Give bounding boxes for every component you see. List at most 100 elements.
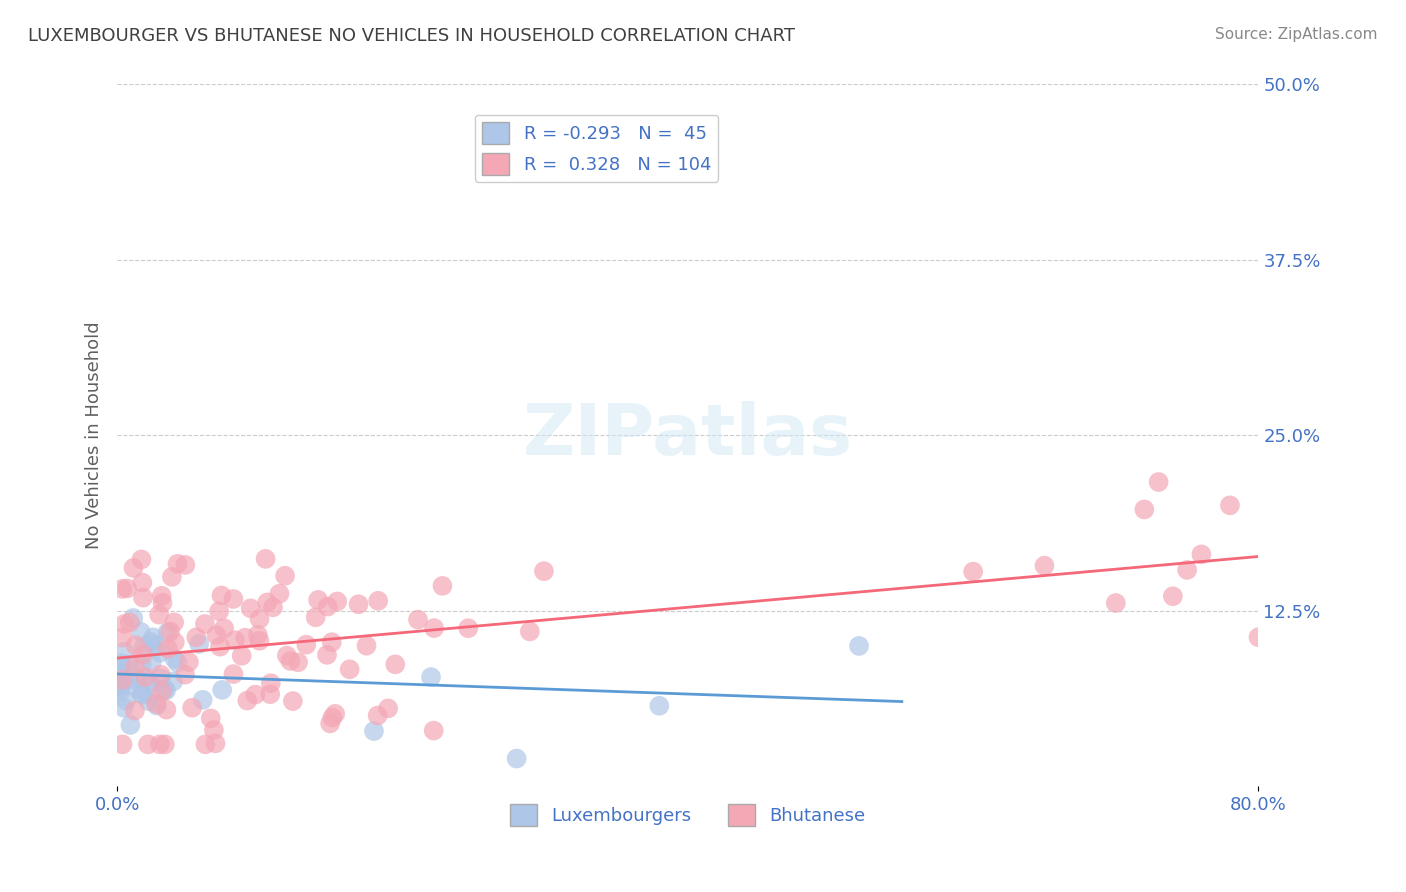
Point xyxy=(132,640,155,654)
Point xyxy=(194,737,217,751)
Point xyxy=(363,724,385,739)
Point xyxy=(186,630,208,644)
Point xyxy=(326,594,349,608)
Point xyxy=(145,638,167,652)
Point xyxy=(156,641,179,656)
Point xyxy=(115,582,138,596)
Point xyxy=(287,655,309,669)
Point xyxy=(134,670,156,684)
Point xyxy=(222,591,245,606)
Point xyxy=(204,736,226,750)
Point xyxy=(118,673,141,687)
Point xyxy=(222,667,245,681)
Point xyxy=(1133,502,1156,516)
Point xyxy=(316,648,339,662)
Point xyxy=(127,673,149,687)
Point xyxy=(107,679,129,693)
Point xyxy=(110,657,132,671)
Point xyxy=(166,557,188,571)
Point xyxy=(129,624,152,639)
Point xyxy=(136,737,159,751)
Point xyxy=(1033,558,1056,573)
Point xyxy=(224,633,246,648)
Point xyxy=(132,591,155,605)
Point xyxy=(321,710,343,724)
Point xyxy=(145,697,167,711)
Point xyxy=(305,610,328,624)
Point xyxy=(249,612,271,626)
Point xyxy=(142,631,165,645)
Point xyxy=(280,654,302,668)
Point xyxy=(276,648,298,663)
Point xyxy=(163,652,186,666)
Point xyxy=(1105,596,1128,610)
Point xyxy=(205,628,228,642)
Point xyxy=(249,633,271,648)
Point xyxy=(110,680,132,694)
Point xyxy=(208,604,231,618)
Point xyxy=(181,700,204,714)
Point xyxy=(236,693,259,707)
Point xyxy=(111,673,134,687)
Legend: Luxembourgers, Bhutanese: Luxembourgers, Bhutanese xyxy=(503,797,873,834)
Point xyxy=(1219,499,1241,513)
Point xyxy=(384,657,406,672)
Point xyxy=(194,617,217,632)
Point xyxy=(406,613,429,627)
Text: Source: ZipAtlas.com: Source: ZipAtlas.com xyxy=(1215,27,1378,42)
Point xyxy=(188,637,211,651)
Point xyxy=(153,737,176,751)
Point xyxy=(648,698,671,713)
Point xyxy=(269,587,291,601)
Point xyxy=(139,635,162,649)
Point xyxy=(519,624,541,639)
Point xyxy=(191,693,214,707)
Point xyxy=(211,589,233,603)
Point xyxy=(423,621,446,635)
Point xyxy=(1161,589,1184,603)
Point xyxy=(245,688,267,702)
Point xyxy=(432,579,454,593)
Point xyxy=(138,674,160,689)
Point xyxy=(132,648,155,662)
Point xyxy=(160,570,183,584)
Point xyxy=(139,678,162,692)
Point xyxy=(356,639,378,653)
Point xyxy=(156,625,179,640)
Point xyxy=(295,638,318,652)
Point xyxy=(141,656,163,670)
Point xyxy=(111,737,134,751)
Point xyxy=(163,635,186,649)
Point xyxy=(111,631,134,645)
Point xyxy=(107,660,129,674)
Point xyxy=(319,716,342,731)
Point xyxy=(149,646,172,660)
Point xyxy=(159,624,181,639)
Point xyxy=(150,672,173,686)
Point xyxy=(124,660,146,674)
Point xyxy=(118,657,141,672)
Point xyxy=(118,615,141,630)
Point xyxy=(131,552,153,566)
Point xyxy=(1147,475,1170,489)
Point xyxy=(115,693,138,707)
Text: LUXEMBOURGER VS BHUTANESE NO VEHICLES IN HOUSEHOLD CORRELATION CHART: LUXEMBOURGER VS BHUTANESE NO VEHICLES IN… xyxy=(28,27,796,45)
Point xyxy=(112,617,135,632)
Point xyxy=(202,723,225,737)
Point xyxy=(153,682,176,697)
Text: ZIPatlas: ZIPatlas xyxy=(523,401,853,470)
Point xyxy=(162,674,184,689)
Point xyxy=(1247,630,1270,644)
Point xyxy=(149,667,172,681)
Point xyxy=(131,687,153,701)
Point xyxy=(208,640,231,654)
Point xyxy=(177,655,200,669)
Point xyxy=(200,711,222,725)
Point xyxy=(339,662,361,676)
Point xyxy=(1189,548,1212,562)
Point xyxy=(163,615,186,630)
Point xyxy=(212,621,235,635)
Point xyxy=(281,694,304,708)
Point xyxy=(108,674,131,689)
Point xyxy=(211,682,233,697)
